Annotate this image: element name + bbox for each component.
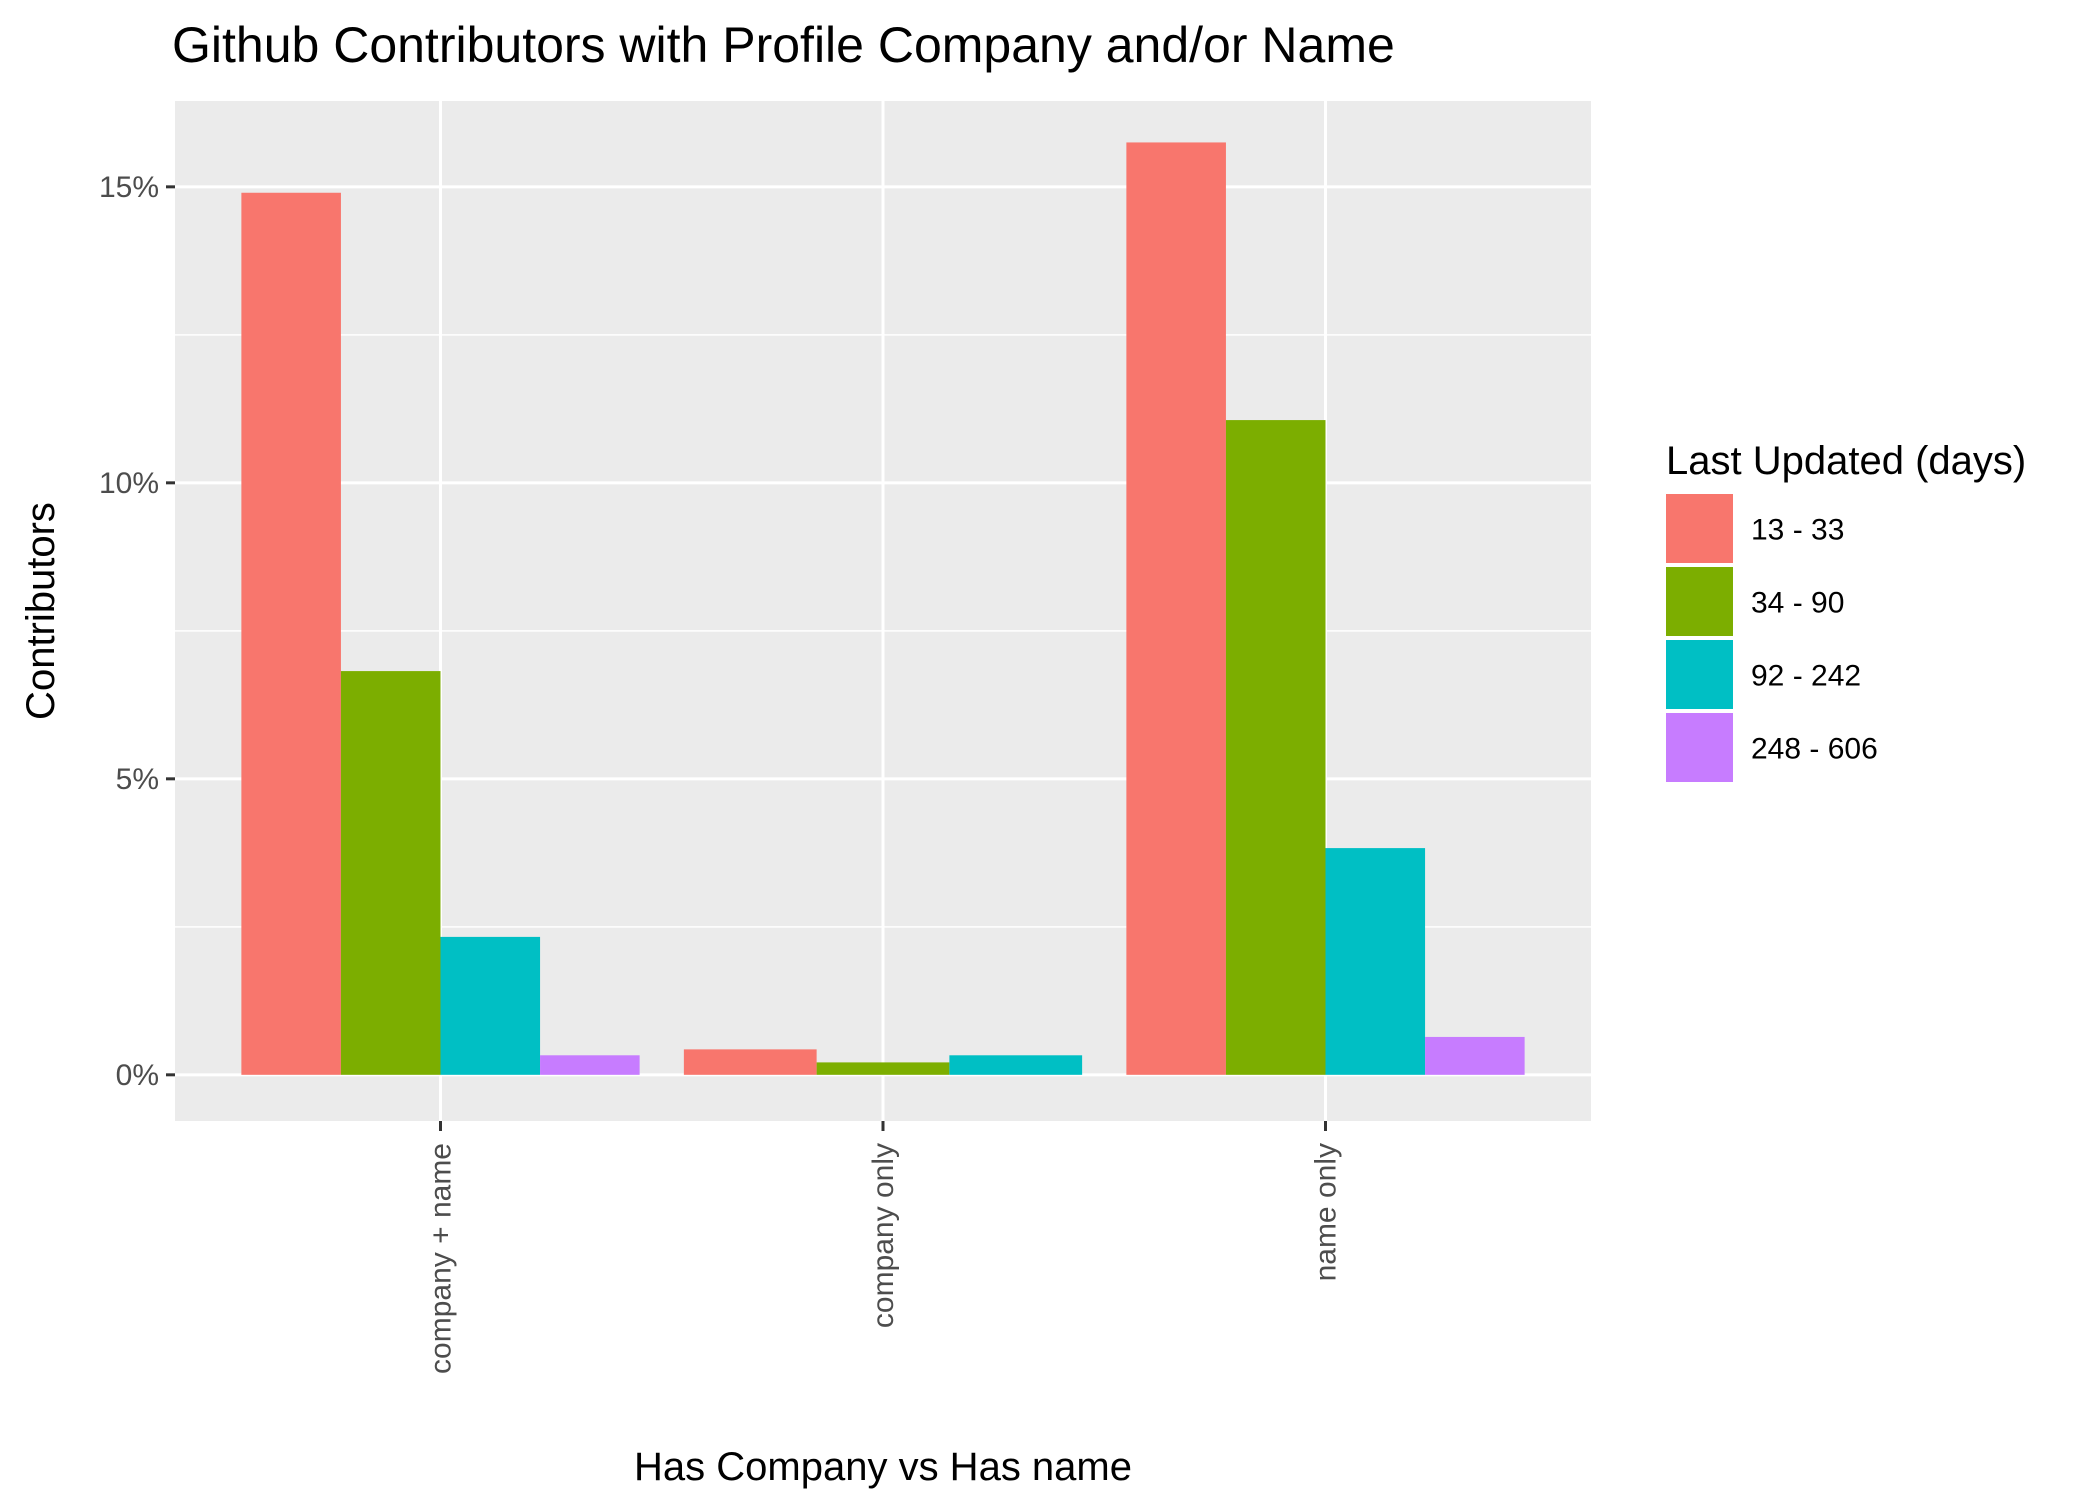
legend-title: Last Updated (days) (1666, 439, 2026, 483)
y-tick-label: 5% (116, 763, 159, 796)
x-axis-title: Has Company vs Has name (634, 1445, 1132, 1489)
y-tick-label: 15% (99, 171, 159, 204)
bar-0-0 (241, 192, 341, 1075)
x-axis: company + name company only name only (425, 1121, 1343, 1374)
bar-2-1 (1225, 420, 1326, 1075)
legend-label-3: 248 - 606 (1751, 733, 1878, 766)
legend-items: 13 - 33 34 - 90 92 - 242 248 - 606 (1666, 494, 1878, 782)
bar-2-0 (1126, 142, 1226, 1075)
legend-key-3 (1666, 713, 1733, 782)
x-tick-label: company only (867, 1143, 900, 1328)
y-tick-label: 10% (99, 467, 159, 500)
y-axis-title: Contributors (19, 502, 63, 720)
bar-2-3 (1425, 1036, 1525, 1075)
y-tick-label: 0% (116, 1059, 159, 1092)
legend: Last Updated (days) 13 - 33 34 - 90 92 - 2… (1666, 439, 2026, 782)
legend-label-2: 92 - 242 (1751, 660, 1861, 693)
bar-1-1 (816, 1062, 950, 1075)
x-tick-label: company + name (425, 1143, 458, 1374)
bar-0-2 (440, 936, 541, 1075)
legend-key-2 (1666, 640, 1733, 709)
x-tick-label: name only (1310, 1143, 1343, 1281)
bar-2-2 (1325, 848, 1426, 1075)
chart-title: Github Contributors with Profile Company… (172, 17, 1395, 73)
bar-0-3 (540, 1055, 640, 1075)
bars (241, 142, 1525, 1075)
bar-1-0 (683, 1049, 817, 1075)
bar-1-2 (949, 1055, 1083, 1075)
legend-key-0 (1666, 494, 1733, 563)
y-axis: 0% 5% 10% 15% (99, 171, 175, 1092)
legend-label-1: 34 - 90 (1751, 587, 1844, 620)
legend-key-1 (1666, 567, 1733, 636)
bar-0-1 (340, 671, 441, 1075)
legend-label-0: 13 - 33 (1751, 514, 1844, 547)
